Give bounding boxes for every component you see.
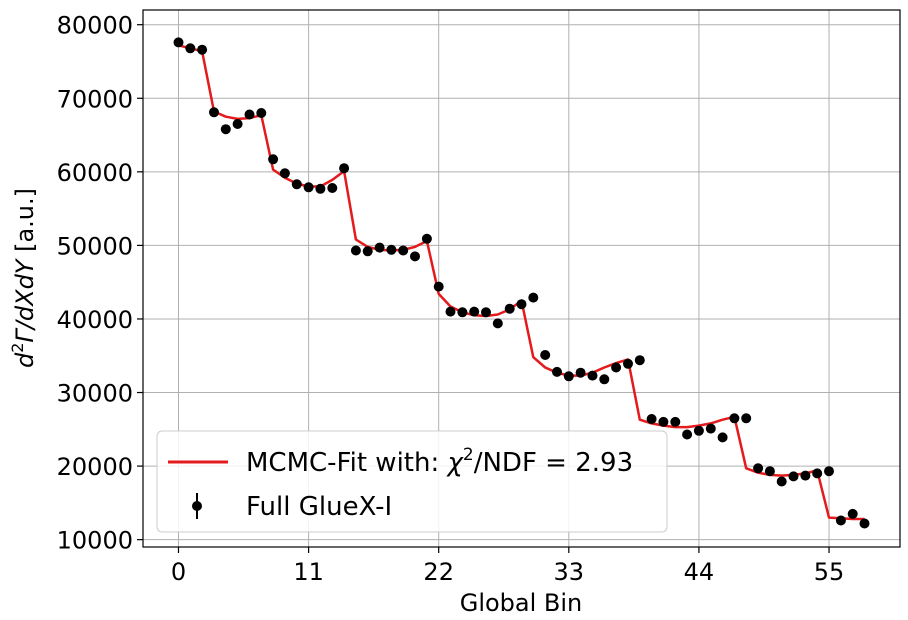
data-point bbox=[327, 183, 338, 193]
data-point bbox=[232, 119, 243, 129]
data-point bbox=[244, 109, 255, 120]
data-point bbox=[764, 466, 775, 477]
data-point bbox=[209, 107, 219, 118]
data-point bbox=[386, 244, 397, 255]
data-point bbox=[457, 307, 468, 318]
data-point bbox=[185, 43, 196, 54]
data-point bbox=[469, 306, 480, 317]
data-points-series bbox=[173, 37, 870, 529]
data-point bbox=[279, 168, 290, 179]
data-point bbox=[835, 515, 846, 526]
y-tick-label: 20000 bbox=[57, 453, 133, 481]
data-point bbox=[859, 518, 870, 529]
data-point bbox=[658, 416, 669, 427]
data-point bbox=[421, 233, 432, 244]
data-point bbox=[268, 154, 279, 165]
data-point bbox=[492, 318, 503, 329]
data-point bbox=[800, 470, 811, 481]
data-point bbox=[528, 292, 539, 303]
data-point bbox=[362, 246, 373, 257]
data-point bbox=[634, 355, 645, 366]
data-point bbox=[220, 124, 231, 135]
data-point bbox=[705, 423, 716, 434]
data-point bbox=[812, 468, 823, 479]
data-point bbox=[315, 183, 326, 194]
data-point bbox=[481, 307, 491, 318]
data-point bbox=[445, 306, 456, 317]
data-point bbox=[350, 245, 361, 256]
data-point bbox=[824, 466, 834, 477]
data-point bbox=[552, 366, 562, 377]
x-tick-label: 44 bbox=[684, 558, 715, 586]
data-point bbox=[504, 303, 515, 314]
legend: MCMC-Fit with: χ2/NDF = 2.93 Full GlueX-… bbox=[156, 430, 668, 533]
y-tick-label: 70000 bbox=[57, 85, 133, 113]
data-point bbox=[398, 245, 409, 256]
x-axis-label: Global Bin bbox=[460, 589, 583, 617]
legend-label-fit: MCMC-Fit with: χ2/NDF = 2.93 bbox=[246, 445, 633, 478]
legend-marker-swatch bbox=[192, 501, 202, 511]
data-point bbox=[788, 471, 799, 482]
y-tick-label: 60000 bbox=[57, 159, 133, 187]
gridlines bbox=[143, 10, 900, 547]
legend-box bbox=[156, 430, 668, 533]
data-point bbox=[587, 370, 598, 381]
data-point bbox=[646, 414, 657, 424]
data-point bbox=[291, 179, 302, 190]
data-point bbox=[540, 350, 551, 360]
data-point bbox=[776, 476, 787, 487]
data-point bbox=[753, 463, 764, 474]
x-tick-label: 11 bbox=[293, 558, 324, 586]
x-tick-label: 55 bbox=[814, 558, 845, 586]
x-tick-label: 33 bbox=[554, 558, 585, 586]
plot-frame bbox=[142, 9, 901, 548]
data-point bbox=[623, 358, 633, 369]
data-point bbox=[303, 182, 314, 193]
y-tick-label: 80000 bbox=[57, 12, 133, 40]
data-point bbox=[611, 362, 622, 373]
y-tick-label: 30000 bbox=[57, 380, 133, 408]
legend-label-data: Full GlueX-I bbox=[246, 492, 392, 522]
y-axis-label: d2Γ/dXdY [a.u.] bbox=[8, 188, 39, 368]
data-point bbox=[197, 44, 208, 55]
data-point bbox=[670, 416, 681, 427]
data-point bbox=[717, 432, 728, 443]
data-point bbox=[847, 508, 858, 519]
data-point bbox=[741, 413, 752, 424]
x-tick-label: 0 bbox=[171, 558, 186, 586]
data-point bbox=[563, 371, 574, 382]
data-point bbox=[599, 374, 610, 385]
x-tick-label: 22 bbox=[423, 558, 454, 586]
x-axis: 0 11 22 33 44 55 bbox=[171, 547, 844, 586]
data-point bbox=[693, 425, 704, 436]
y-tick-label: 10000 bbox=[57, 527, 133, 555]
data-point bbox=[516, 299, 527, 310]
data-point bbox=[374, 242, 385, 253]
y-axis: 10000 20000 30000 40000 50000 60000 70000 80000 bbox=[57, 12, 143, 555]
y-tick-label: 50000 bbox=[57, 232, 133, 260]
y-tick-label: 40000 bbox=[57, 306, 133, 334]
data-point bbox=[729, 413, 740, 424]
data-point bbox=[410, 251, 420, 262]
data-point bbox=[575, 367, 586, 378]
data-point bbox=[433, 281, 444, 292]
data-point bbox=[256, 108, 267, 118]
data-point bbox=[682, 429, 693, 440]
data-point bbox=[173, 37, 184, 48]
data-point bbox=[339, 163, 350, 174]
